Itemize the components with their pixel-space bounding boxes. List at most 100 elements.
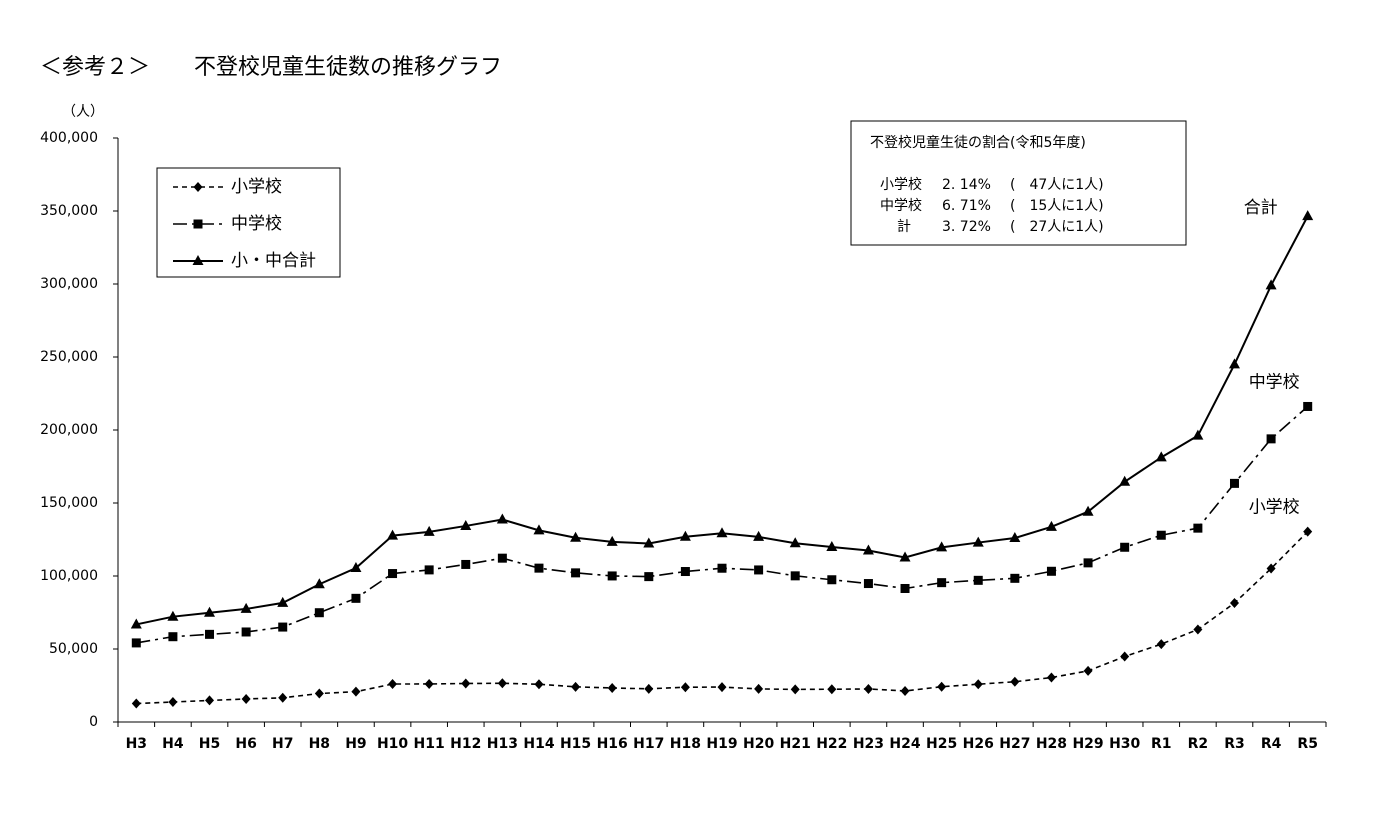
x-tick-label: H28 [1036, 736, 1067, 752]
y-axis-label: （人） [62, 104, 104, 120]
series-line [136, 531, 1309, 705]
legend-box [156, 167, 341, 278]
point [570, 531, 582, 542]
end-label: 中学校 [1249, 372, 1300, 392]
point [937, 681, 947, 692]
x-tick-label: H13 [487, 736, 518, 752]
point [131, 638, 141, 648]
point [167, 610, 179, 621]
point [790, 571, 800, 581]
info-rate: 6. 71% [942, 198, 991, 214]
point [862, 544, 874, 555]
point [1303, 526, 1313, 537]
x-tick-label: H23 [853, 736, 884, 752]
info-ratio: ( 47人に1人) [1010, 177, 1104, 193]
y-tick-label: 150,000 [40, 495, 98, 511]
point [1156, 530, 1166, 540]
x-tick-label: H20 [743, 736, 774, 752]
point [1265, 279, 1277, 290]
point [790, 684, 800, 695]
point [1156, 639, 1166, 650]
x-tick-label: H24 [889, 736, 920, 752]
point [900, 685, 910, 696]
x-tick-label: R2 [1188, 736, 1209, 752]
point [936, 541, 948, 552]
point [388, 679, 398, 690]
point [533, 524, 545, 535]
point [1119, 475, 1131, 486]
point [863, 683, 873, 694]
point [900, 583, 910, 593]
point [717, 563, 727, 573]
point [1082, 505, 1094, 516]
point [278, 692, 288, 703]
point [973, 575, 983, 585]
x-tick-label: H19 [706, 736, 737, 752]
x-tick-label: R1 [1151, 736, 1172, 752]
info-name: 小学校 [880, 176, 922, 193]
y-tick-label: 200,000 [40, 422, 98, 438]
point [1192, 429, 1204, 440]
point [496, 513, 508, 524]
x-tick-label: H3 [126, 736, 147, 752]
info-rate: 3. 72% [942, 219, 991, 235]
point [899, 551, 911, 562]
point [350, 562, 362, 573]
point [1302, 210, 1314, 221]
point [937, 578, 947, 588]
point [423, 525, 435, 536]
point [1229, 598, 1239, 609]
x-tick-label: H26 [963, 736, 994, 752]
chart-title: ＜参考２＞ 不登校児童生徒数の推移グラフ [40, 55, 502, 80]
point [607, 682, 617, 693]
x-tick-label: H9 [345, 736, 366, 752]
info-rate: 2. 14% [942, 177, 991, 193]
x-tick-label: H8 [309, 736, 330, 752]
point [754, 683, 764, 694]
point [1010, 573, 1020, 583]
x-tick-label: H18 [670, 736, 701, 752]
point [314, 608, 324, 618]
x-tick-label: H4 [162, 736, 184, 752]
point [278, 622, 288, 632]
point [205, 629, 215, 639]
point [716, 527, 728, 538]
y-tick-label: 350,000 [40, 203, 98, 219]
point [1303, 401, 1313, 411]
point [424, 678, 434, 689]
point [534, 679, 544, 690]
x-tick-label: H14 [523, 736, 554, 752]
point [679, 530, 691, 541]
point [388, 569, 398, 579]
x-tick-label: R4 [1261, 736, 1282, 752]
info-name: 計 [897, 219, 911, 235]
point [789, 537, 801, 548]
point [1193, 624, 1203, 635]
point [241, 693, 251, 704]
point [571, 681, 581, 692]
point [1120, 542, 1130, 552]
point [497, 553, 507, 563]
end-label: 合計 [1244, 198, 1278, 218]
point [314, 688, 324, 699]
point [827, 684, 837, 695]
point [204, 606, 216, 617]
point [1046, 672, 1056, 683]
point [717, 682, 727, 693]
x-tick-label: H22 [816, 736, 847, 752]
point [313, 578, 325, 589]
y-tick-label: 250,000 [40, 349, 98, 365]
x-tick-label: H11 [414, 736, 445, 752]
x-tick-label: H25 [926, 736, 957, 752]
point [387, 529, 399, 540]
point [606, 535, 618, 546]
legend-label: 小学校 [231, 177, 282, 197]
point [1010, 676, 1020, 687]
point [1155, 451, 1167, 462]
point [277, 596, 289, 607]
x-tick-label: H7 [272, 736, 293, 752]
point [424, 565, 434, 575]
point [1229, 478, 1239, 488]
legend-marker [192, 255, 204, 265]
